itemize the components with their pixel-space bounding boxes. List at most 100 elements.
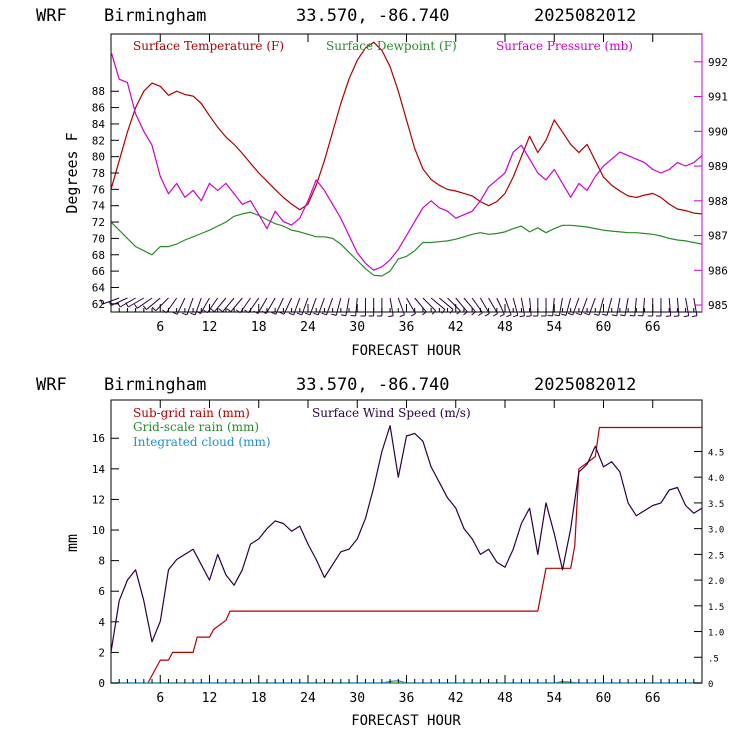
y2-tick-label: 987 <box>708 230 728 243</box>
precipitation-wind-panel: 6 12 18 24 30 36 42 48 54 60 6602468101214160.51.0… <box>63 399 724 729</box>
wind-barb <box>637 297 646 317</box>
x-tick-label: 30 <box>349 691 365 706</box>
y2-tick-label: 3.0 <box>708 526 724 536</box>
wind-barb <box>526 297 532 317</box>
wind-barb <box>519 297 526 318</box>
wind-barb <box>430 297 446 314</box>
legend-pressure: Surface Pressure (mb) <box>496 39 633 53</box>
wind-barb <box>447 297 461 315</box>
y2-tick-label: 3.5 <box>708 500 724 510</box>
y-tick-label: 12 <box>92 493 105 506</box>
wind-barb <box>117 297 136 308</box>
wind-barb <box>125 297 145 308</box>
dewpoint-line <box>110 211 703 277</box>
wind-barb <box>554 297 563 317</box>
wind-barb <box>422 297 436 315</box>
y2-tick-label: 1.5 <box>708 603 724 613</box>
wind-barb <box>512 297 519 318</box>
top-series-group <box>110 41 703 277</box>
wind-barb <box>261 297 276 315</box>
x-tick-label: 66 <box>645 320 661 335</box>
y-tick-label: 2 <box>98 646 105 659</box>
y2-tick-label: 992 <box>708 56 728 69</box>
y2-tick-label: 2.0 <box>708 577 724 587</box>
bottom-x-axis-label: FORECAST HOUR <box>351 713 461 729</box>
y2-tick-label: 989 <box>708 160 728 173</box>
coords-label-top: 33.570, -86.740 <box>296 6 450 26</box>
wind-barb <box>360 298 366 317</box>
wind-barb <box>488 297 499 317</box>
x-tick-label: 60 <box>596 320 612 335</box>
y-tick-label: 86 <box>92 102 105 115</box>
model-label-top: WRF <box>36 6 67 26</box>
x-tick-label: 30 <box>349 320 365 335</box>
y-tick-label: 76 <box>92 183 105 196</box>
y-tick-label: 62 <box>92 298 105 311</box>
init-time-bottom: 2025082012 <box>534 375 636 395</box>
wind-barb <box>504 297 512 318</box>
wind-barb <box>541 298 547 317</box>
station-label-bottom: Birmingham <box>104 375 206 395</box>
wind-barb <box>567 297 580 316</box>
x-tick-label: 24 <box>300 691 316 706</box>
wind-barb <box>151 297 169 312</box>
wind-barb <box>313 297 325 316</box>
wind-barb <box>455 297 468 316</box>
y-tick-label: 78 <box>92 167 105 180</box>
wind-barbs-group <box>100 297 698 318</box>
y-tick-label: 66 <box>92 265 105 278</box>
wind-barb <box>331 297 342 316</box>
wind-barb <box>388 297 394 318</box>
y-tick-label: 64 <box>92 281 106 294</box>
wind-barb <box>244 297 260 314</box>
y2-tick-label: 991 <box>708 91 728 104</box>
x-tick-label: 18 <box>251 691 267 706</box>
wind-barb <box>479 297 490 317</box>
wind-barb <box>134 297 153 309</box>
y-tick-label: 72 <box>92 216 105 229</box>
y-tick-label: 88 <box>92 85 105 98</box>
x-tick-label: 36 <box>399 320 415 335</box>
wind-barb <box>547 297 555 317</box>
x-tick-label: 12 <box>202 691 218 706</box>
y2-tick-label: 990 <box>708 125 728 138</box>
wind-barb <box>279 297 293 315</box>
wind-barb <box>253 297 268 315</box>
wind-barb <box>108 297 128 307</box>
y-tick-label: 84 <box>92 118 106 131</box>
bottom-series-group <box>110 425 703 684</box>
wind-barb <box>350 297 358 317</box>
model-label-bottom: WRF <box>36 375 67 395</box>
x-tick-label: 54 <box>546 691 562 706</box>
wind-barb <box>561 297 572 316</box>
top-axes-group: 6 12 18 24 30 36 42 48 54 60 66 62 64 66 68 70 72 74 76 78 8… <box>92 34 728 335</box>
wind-barb <box>683 297 690 318</box>
pressure-line <box>110 51 703 271</box>
bottom-y-axis-label: mm <box>63 534 81 552</box>
init-time-top: 2025082012 <box>534 6 636 26</box>
wind-barb <box>296 297 309 316</box>
wind-barb <box>321 297 334 316</box>
x-tick-label: 6 <box>156 320 164 335</box>
wind-barb <box>576 297 588 316</box>
y-tick-label: 4 <box>98 616 105 629</box>
wind-barb <box>463 297 476 316</box>
wind-barb <box>190 297 202 316</box>
legend-gridscale-rain: Grid-scale rain (mm) <box>133 420 259 434</box>
x-tick-label: 6 <box>156 691 164 706</box>
wind-barb <box>496 297 505 317</box>
wind-barb <box>665 297 672 317</box>
top-x-axis-label: FORECAST HOUR <box>351 343 461 359</box>
wind-barb <box>602 297 613 316</box>
top-plot-frame <box>110 33 703 313</box>
wind-barb <box>532 298 539 317</box>
wind-barb <box>271 297 284 315</box>
y-tick-label: 70 <box>92 232 105 245</box>
x-tick-label: 18 <box>251 320 267 335</box>
x-tick-label: 42 <box>448 320 464 335</box>
wind-barb <box>673 297 680 317</box>
station-label-top: Birmingham <box>104 6 206 26</box>
x-tick-label: 36 <box>399 691 415 706</box>
x-tick-label: 24 <box>300 320 316 335</box>
